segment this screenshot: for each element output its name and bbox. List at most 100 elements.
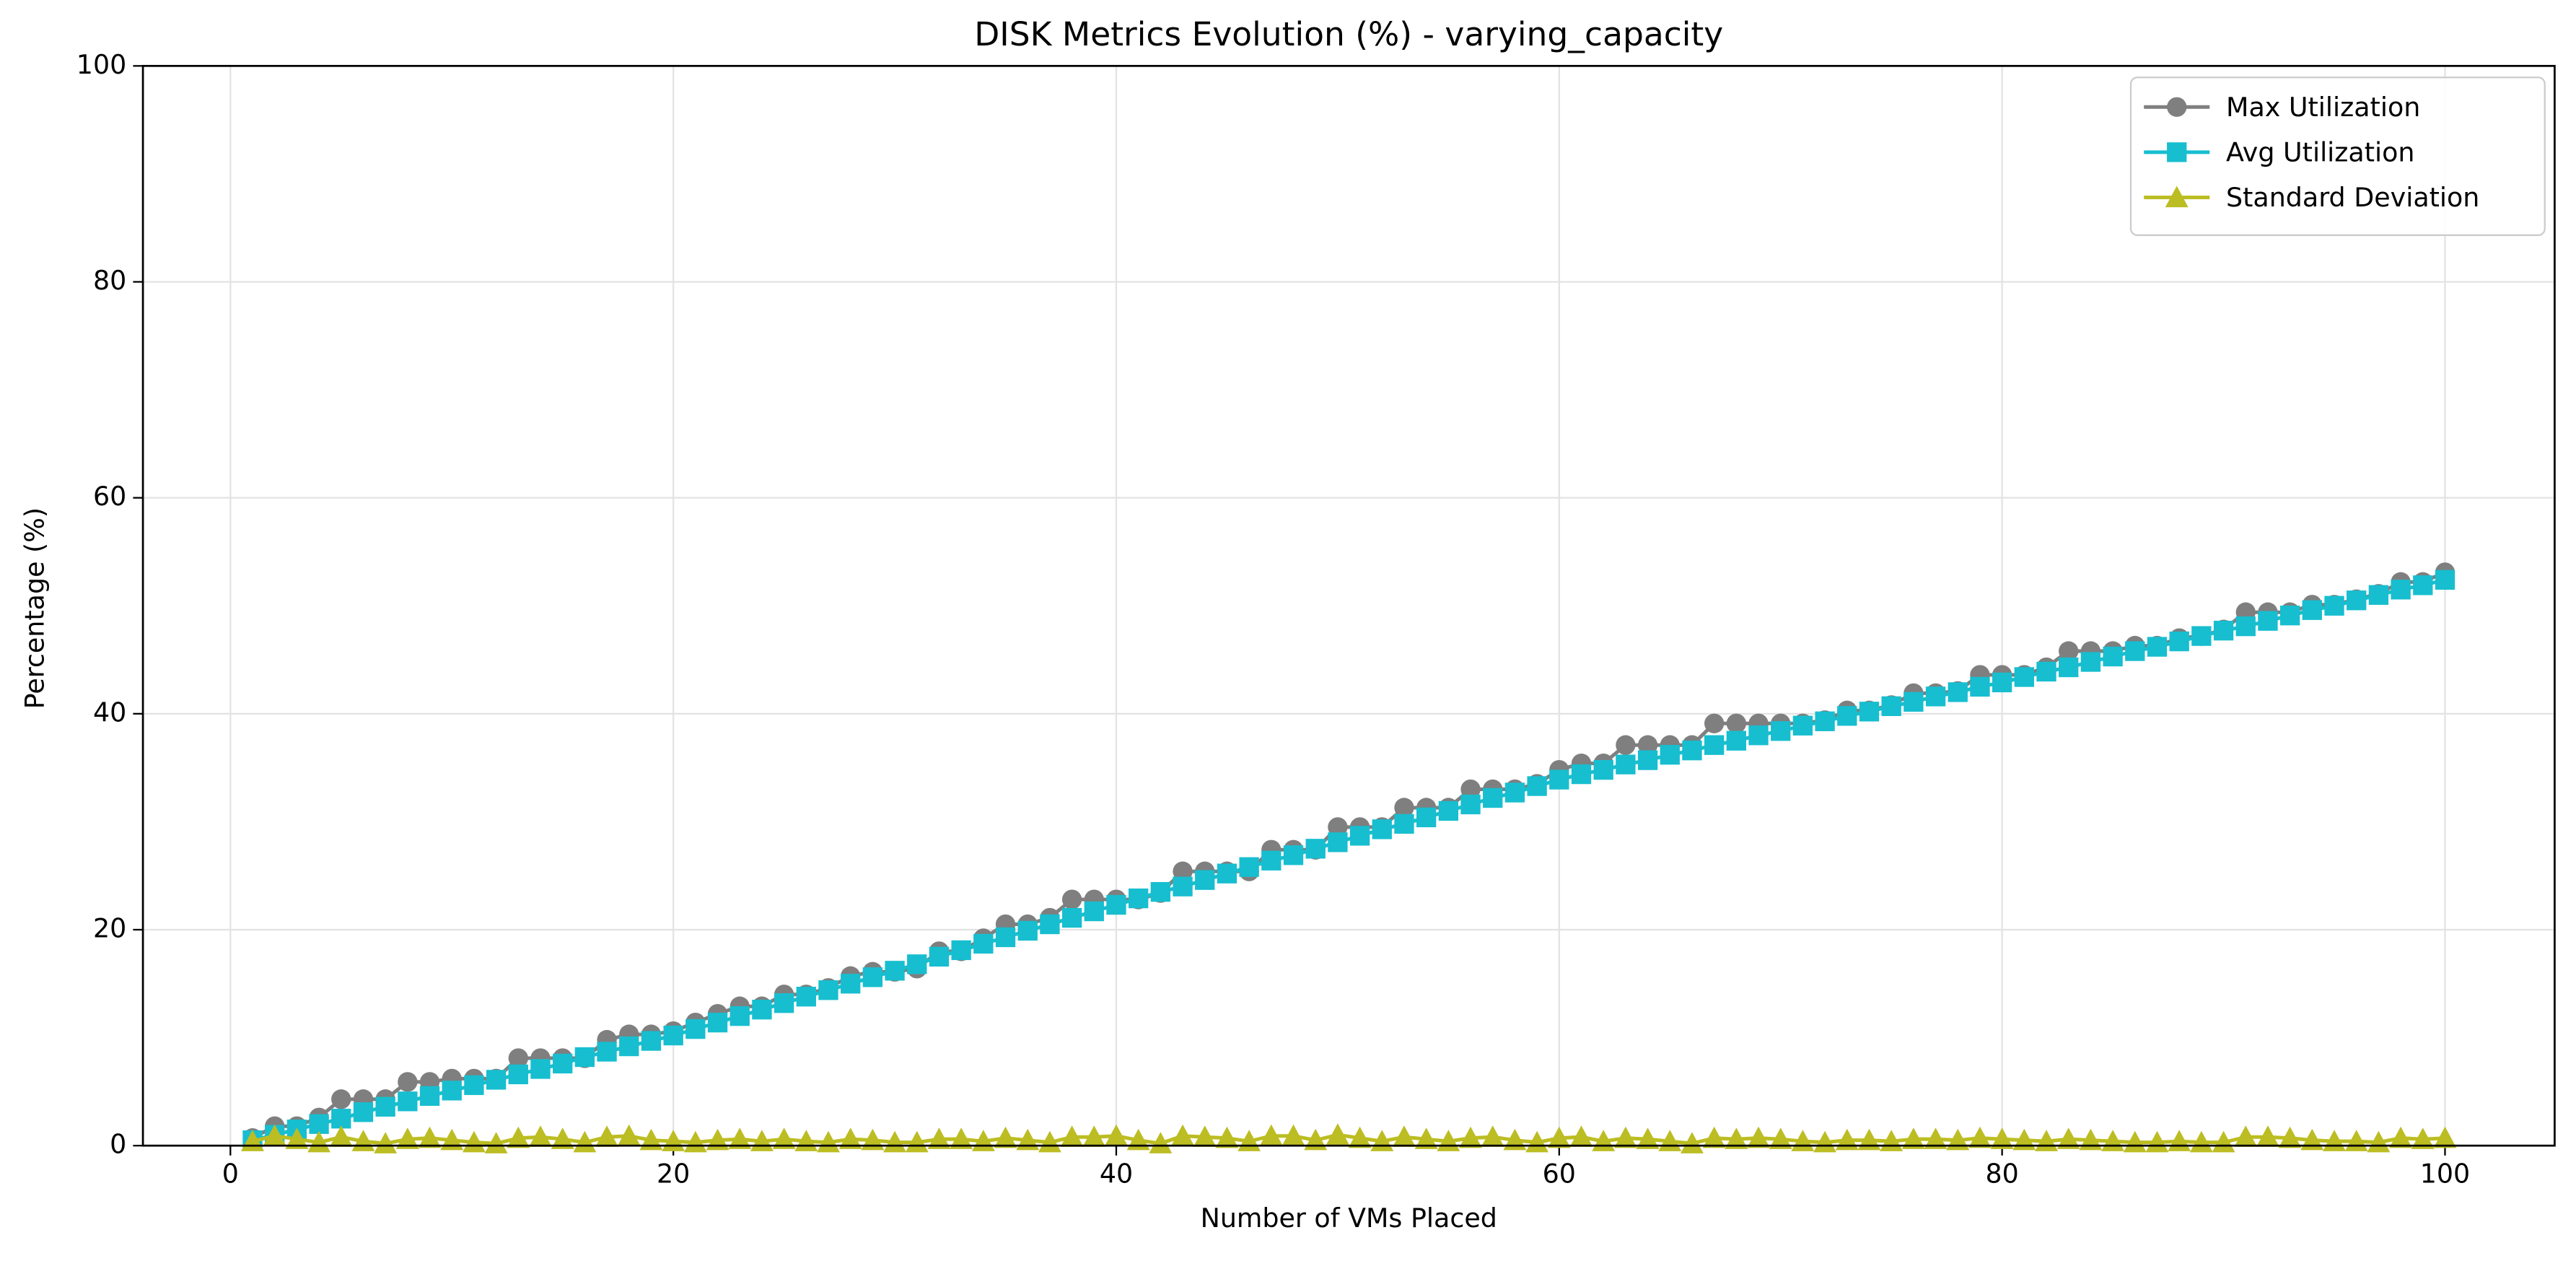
marker <box>1569 1125 1593 1147</box>
marker <box>486 1070 507 1090</box>
y-tick-label: 60 <box>93 481 126 512</box>
marker <box>1438 800 1459 821</box>
marker <box>285 1127 309 1149</box>
marker <box>2014 667 2034 687</box>
marker <box>1613 1126 1637 1148</box>
marker <box>1682 741 1702 761</box>
marker <box>1769 1127 1792 1149</box>
marker <box>817 1130 840 1153</box>
y-tick-label: 100 <box>76 49 127 80</box>
marker <box>1616 754 1636 775</box>
marker <box>1549 769 1569 790</box>
marker <box>1990 1127 2014 1149</box>
chart-title: DISK Metrics Evolution (%) - varying_cap… <box>974 15 1723 53</box>
marker <box>2059 641 2079 661</box>
marker <box>1924 1127 1948 1149</box>
marker <box>707 1012 728 1033</box>
marker <box>1060 1125 1084 1147</box>
series-line <box>252 577 2446 1143</box>
marker <box>2123 1130 2147 1153</box>
marker <box>1547 1126 1571 1148</box>
marker <box>907 954 927 974</box>
marker <box>1681 1132 1704 1153</box>
marker <box>685 1018 706 1039</box>
marker <box>1061 889 1082 909</box>
marker <box>1150 881 1171 902</box>
marker <box>2167 142 2187 162</box>
marker <box>663 1025 683 1046</box>
marker <box>1948 682 1968 702</box>
marker <box>1040 914 1060 935</box>
marker <box>1813 1130 1837 1153</box>
y-tick-label: 40 <box>93 697 126 728</box>
marker <box>1636 1127 1660 1149</box>
marker <box>2367 1130 2391 1153</box>
legend: Max Utilization Avg Utilization Standard D… <box>2129 77 2546 236</box>
marker <box>2145 1130 2169 1153</box>
marker <box>862 967 883 987</box>
x-tick-label: 60 <box>1543 1159 1576 1190</box>
marker <box>2302 600 2322 620</box>
marker <box>1349 826 1370 846</box>
marker <box>1084 901 1104 922</box>
marker <box>2056 1127 2080 1149</box>
marker <box>641 1031 662 1051</box>
marker <box>1504 782 1525 803</box>
marker <box>1105 1124 1128 1146</box>
marker <box>973 933 994 954</box>
marker <box>1660 745 1680 765</box>
marker <box>1393 1125 1416 1147</box>
marker <box>1970 676 1990 697</box>
marker <box>507 1126 530 1148</box>
marker <box>1215 1126 1239 1148</box>
marker <box>442 1081 462 1101</box>
axes-frame <box>141 64 2556 1147</box>
marker <box>1414 1127 1438 1149</box>
marker <box>1571 764 1592 785</box>
marker <box>1837 706 1857 726</box>
marker <box>1394 813 1414 834</box>
marker <box>2036 661 2056 682</box>
marker <box>2080 652 2101 672</box>
marker <box>1326 1123 1349 1145</box>
marker <box>1704 735 1725 755</box>
marker <box>1527 776 1547 796</box>
marker <box>2258 611 2278 631</box>
marker <box>841 974 861 994</box>
marker <box>838 1127 862 1149</box>
marker <box>464 1075 484 1096</box>
marker <box>1259 1124 1283 1146</box>
marker <box>551 1127 574 1149</box>
marker <box>2256 1125 2279 1147</box>
marker <box>1460 794 1481 815</box>
x-axis-label: Number of VMs Placed <box>1201 1203 1497 1234</box>
marker <box>1328 832 1348 852</box>
marker <box>263 1124 286 1146</box>
marker <box>2169 631 2189 652</box>
marker <box>1459 1126 1482 1148</box>
marker <box>617 1124 641 1146</box>
marker <box>772 1127 796 1149</box>
marker <box>597 1042 617 1062</box>
marker <box>2234 1125 2258 1147</box>
marker <box>2278 1126 2302 1148</box>
marker <box>574 1047 595 1068</box>
marker <box>683 1130 707 1153</box>
marker <box>1747 1126 1770 1148</box>
legend-box <box>2129 77 2546 236</box>
marker <box>2435 570 2455 590</box>
marker <box>1859 702 1880 722</box>
marker <box>1261 850 1282 871</box>
marker <box>1082 1125 1106 1147</box>
marker <box>331 1089 351 1109</box>
marker <box>774 993 794 1013</box>
marker <box>1483 787 1503 808</box>
marker <box>1173 861 1193 881</box>
marker <box>2413 575 2433 595</box>
x-tick-label: 20 <box>657 1159 690 1190</box>
marker <box>1283 845 1304 865</box>
marker <box>1394 798 1414 818</box>
marker <box>619 1036 639 1057</box>
